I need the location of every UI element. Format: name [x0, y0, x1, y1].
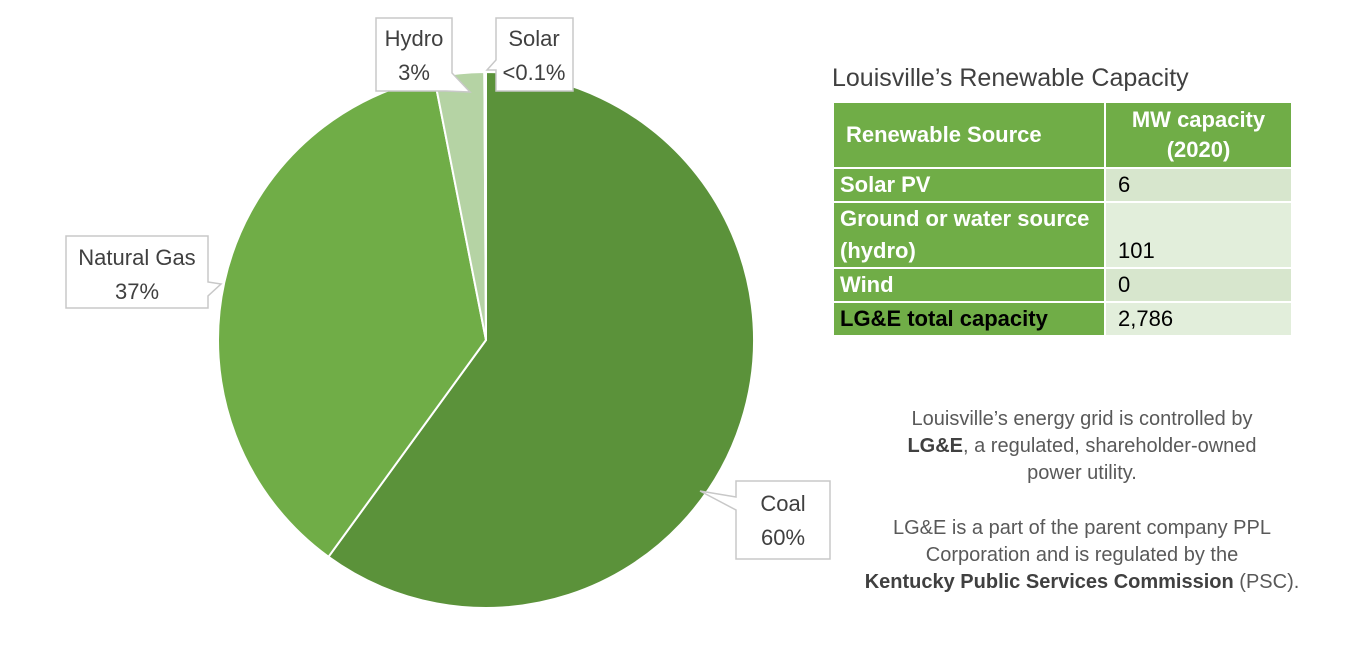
note-2-bold: Kentucky Public Services Commission: [864, 571, 1234, 593]
note-1-bold: LG&E: [907, 435, 964, 457]
row-value: 0: [1104, 267, 1293, 303]
note-2-line-1: LG&E is a part of the parent company PPL: [893, 517, 1271, 539]
row-value: 6: [1104, 167, 1293, 203]
header-renewable-source: Renewable Source: [832, 101, 1106, 169]
header-mw-capacity-line1: MW capacity: [1131, 107, 1266, 132]
callout-solar-value: <0.1%: [503, 60, 566, 85]
callout-coal-value: 60%: [761, 525, 805, 550]
header-mw-capacity: MW capacity (2020): [1104, 101, 1293, 169]
callout-hydro-label: Hydro: [385, 26, 444, 51]
callout-natural-gas: Natural Gas 37%: [65, 235, 223, 309]
table-row-total: LG&E total capacity 2,786: [832, 301, 1293, 337]
callout-natural-gas-value: 37%: [115, 279, 159, 304]
row-value: 2,786: [1104, 301, 1293, 337]
header-mw-capacity-line2: (2020): [1166, 137, 1231, 162]
note-1-rest: , a regulated, shareholder-owned: [963, 435, 1257, 457]
pie-slice-natural-gas: [217, 75, 488, 559]
row-source: LG&E total capacity: [832, 301, 1106, 337]
note-paragraph-1: Louisville’s energy grid is controlled b…: [862, 406, 1302, 487]
row-source: Wind: [832, 267, 1106, 303]
table-row: Ground or water source (hydro) 101: [832, 201, 1293, 269]
table-row: Solar PV 6: [832, 167, 1293, 203]
callout-natural-gas-label: Natural Gas: [78, 245, 195, 270]
pie-slice-solar: [483, 70, 487, 341]
row-source: Solar PV: [832, 167, 1106, 203]
callout-coal-label: Coal: [760, 491, 805, 516]
note-1-line-3: power utility.: [1027, 462, 1137, 484]
row-source: Ground or water source (hydro): [832, 201, 1106, 269]
table-row: Wind 0: [832, 267, 1293, 303]
row-value: 101: [1104, 201, 1293, 269]
pie-slice-coal: [327, 70, 755, 609]
callout-hydro: Hydro 3%: [375, 17, 472, 93]
callout-coal: Coal 60%: [699, 480, 831, 560]
renewable-capacity-table: Renewable Source MW capacity (2020) Sola…: [832, 101, 1293, 337]
note-1-line-1: Louisville’s energy grid is controlled b…: [911, 408, 1253, 430]
table-title: Louisville’s Renewable Capacity: [832, 64, 1189, 92]
callout-solar: Solar <0.1%: [485, 17, 574, 92]
note-paragraph-2: LG&E is a part of the parent company PPL…: [862, 515, 1302, 596]
table-header-row: Renewable Source MW capacity (2020): [832, 101, 1293, 169]
callout-solar-label: Solar: [508, 26, 559, 51]
note-2-line-2: Corporation and is regulated by the: [925, 544, 1239, 566]
callout-hydro-value: 3%: [398, 60, 430, 85]
note-2-rest: (PSC).: [1233, 571, 1300, 593]
